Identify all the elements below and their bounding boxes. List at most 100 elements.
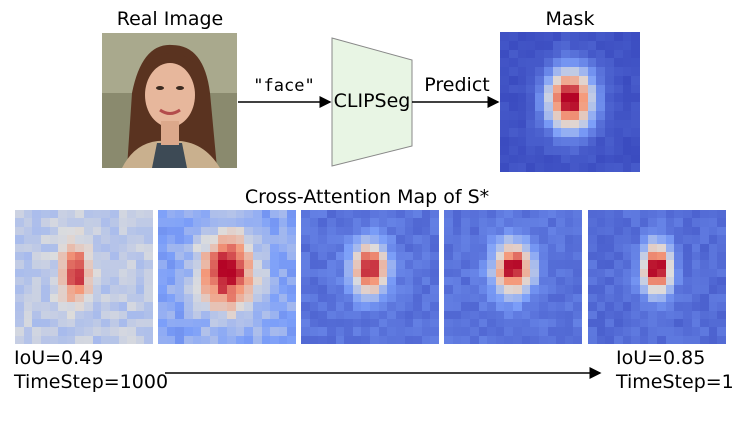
heatmap-cell: [452, 293, 462, 303]
heatmap-cell: [335, 285, 345, 294]
heatmap-cell: [631, 75, 640, 85]
heatmap-cell: [287, 260, 296, 269]
heatmap-cell: [639, 327, 649, 336]
heatmap-cell: [101, 268, 110, 277]
heatmap-cell: [192, 210, 202, 219]
heatmap-cell: [504, 251, 513, 261]
heatmap-cell: [430, 335, 439, 344]
heatmap-cell: [58, 218, 67, 227]
heatmap-cell: [561, 102, 570, 111]
heatmap-cell: [708, 218, 718, 227]
heatmap-cell: [538, 243, 548, 252]
heatmap-cell: [309, 243, 319, 252]
heatmap-cell: [318, 327, 327, 336]
heatmap-cell: [564, 277, 574, 286]
heatmap-cell: [127, 327, 136, 336]
heatmap-cell: [588, 268, 597, 277]
heatmap-cell: [613, 145, 623, 155]
heatmap-cell: [40, 327, 50, 336]
heatmap-cell: [691, 235, 701, 244]
heatmap-cell: [75, 210, 84, 219]
heatmap-cell: [378, 335, 388, 344]
heatmap-cell: [605, 49, 614, 59]
heatmap-cell: [395, 235, 405, 244]
heatmap-cell: [430, 318, 439, 328]
heatmap-cell: [127, 318, 136, 328]
heatmap-cell: [158, 218, 167, 227]
heatmap-cell: [387, 251, 396, 261]
heatmap-cell: [561, 32, 570, 41]
heatmap-cell: [75, 302, 84, 311]
heatmap-cell: [622, 210, 632, 219]
real-image-title: Real Image: [116, 8, 224, 30]
heatmap-cell: [596, 285, 606, 294]
heatmap-cell: [49, 218, 59, 227]
heatmap-cell: [127, 251, 136, 261]
heatmap-cell: [118, 310, 128, 319]
heatmap-cell: [92, 268, 102, 277]
heatmap-cell: [556, 268, 565, 277]
heatmap-cell: [717, 318, 726, 328]
heatmap-cell: [58, 260, 67, 269]
heatmap-cell: [556, 302, 565, 311]
heatmap-cell: [235, 293, 245, 303]
heatmap-cell: [218, 268, 227, 277]
real-image-face: [102, 33, 237, 168]
heatmap-cell: [547, 226, 557, 236]
heatmap-cell: [570, 145, 579, 155]
heatmap-cell: [444, 293, 453, 303]
heatmap-cell: [135, 268, 145, 277]
heatmap-cell: [535, 128, 544, 137]
heatmap-cell: [227, 302, 236, 311]
heatmap-cell: [631, 243, 640, 252]
heatmap-cell: [127, 210, 136, 219]
heatmap-cell: [469, 310, 479, 319]
heatmap-cell: [622, 260, 632, 269]
heatmap-cell: [648, 260, 657, 269]
heatmap-cell: [144, 302, 153, 311]
heatmap-cell: [461, 310, 470, 319]
heatmap-cell: [500, 67, 509, 76]
heatmap-cell: [691, 218, 701, 227]
heatmap-cell: [58, 285, 67, 294]
heatmap-cell: [84, 277, 93, 286]
heatmap-cell: [352, 318, 362, 328]
heatmap-cell: [344, 243, 353, 252]
heatmap-cell: [500, 58, 509, 67]
heatmap-cell: [75, 218, 84, 227]
heatmap-cell: [631, 210, 640, 219]
heatmap-cell: [508, 49, 518, 59]
heatmap-cell: [218, 302, 227, 311]
heatmap-cell: [691, 327, 701, 336]
heatmap-cell: [587, 40, 597, 50]
heatmap-cell: [318, 251, 327, 261]
heatmap-cell: [495, 260, 505, 269]
heatmap-cell: [40, 210, 50, 219]
heatmap-cell: [309, 327, 319, 336]
heatmap-cell: [84, 327, 93, 336]
heatmap-cell: [613, 251, 623, 261]
heatmap-cell: [478, 218, 488, 227]
heatmap-cell: [605, 268, 614, 277]
heatmap-cell: [717, 251, 726, 261]
heatmap-cell: [573, 226, 582, 236]
heatmap-cell: [344, 302, 353, 311]
heatmap-cell: [596, 268, 606, 277]
heatmap-cell: [596, 310, 606, 319]
heatmap-cell: [561, 75, 570, 85]
heatmap-cell: [378, 285, 388, 294]
heatmap-cell: [378, 327, 388, 336]
heatmap-cell: [521, 243, 531, 252]
heatmap-cell: [648, 210, 657, 219]
heatmap-cell: [469, 251, 479, 261]
heatmap-cell: [478, 335, 488, 344]
heatmap-cell: [218, 235, 227, 244]
heatmap-cell: [66, 210, 76, 219]
heatmap-cell: [352, 310, 362, 319]
heatmap-cell: [75, 226, 84, 236]
heatmap-cell: [535, 32, 544, 41]
heatmap-cell: [530, 226, 539, 236]
heatmap-cell: [508, 102, 518, 111]
heatmap-cell: [622, 335, 632, 344]
heatmap-cell: [452, 226, 462, 236]
